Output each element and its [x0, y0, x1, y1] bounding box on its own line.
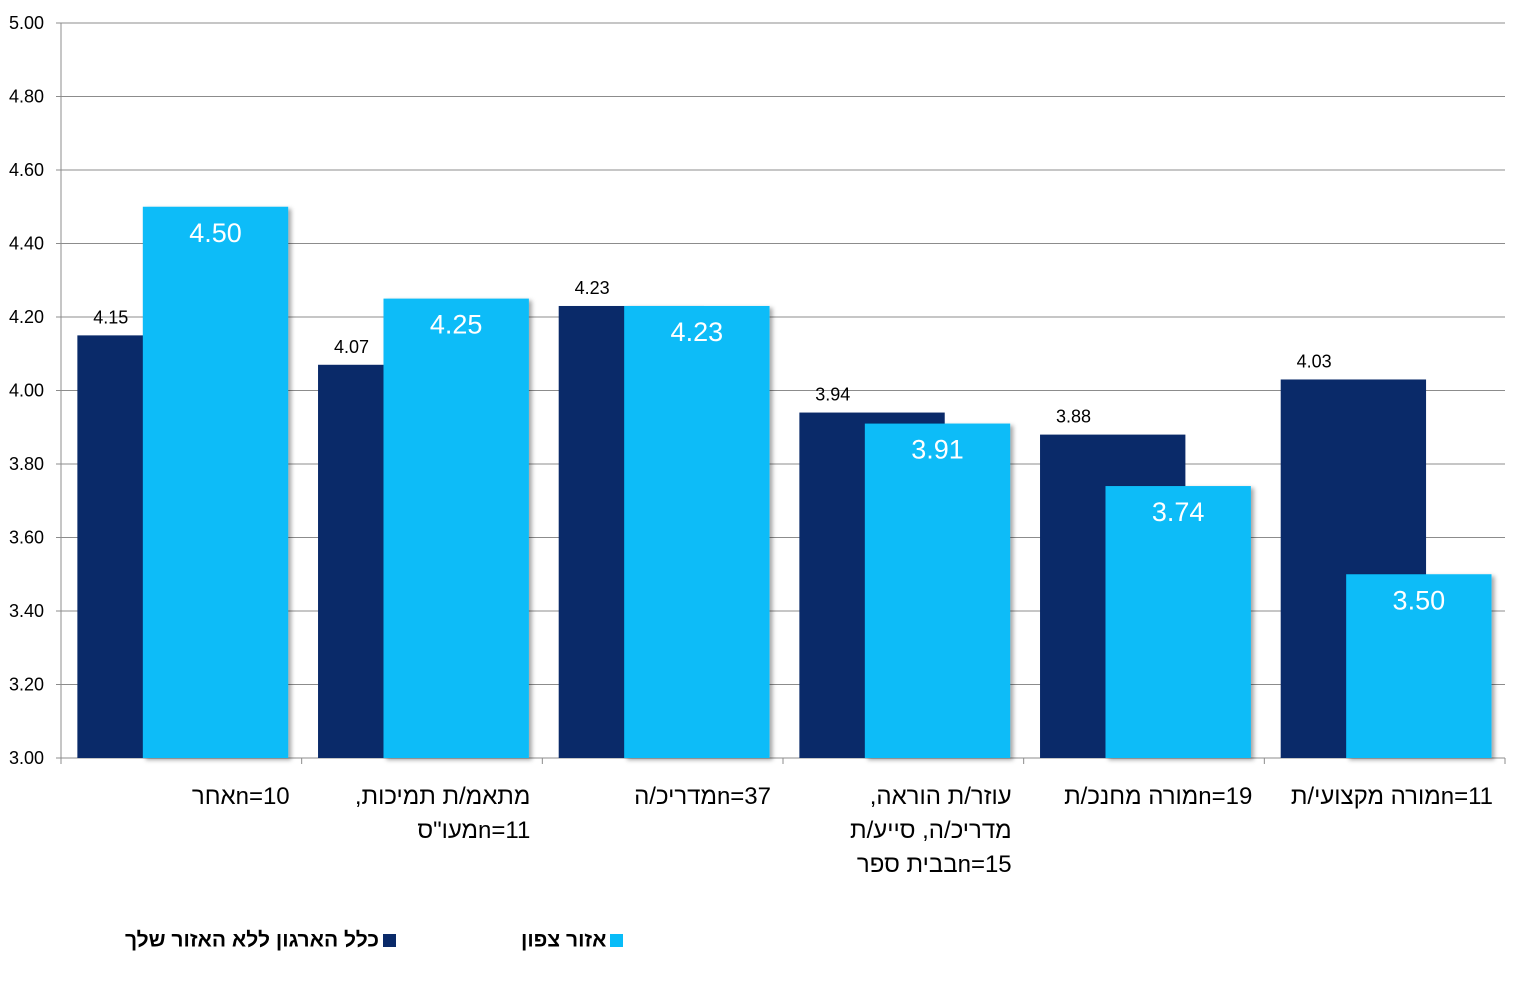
legend-swatch-series-1	[383, 933, 396, 947]
x-category-label: n=11מעו"ס	[417, 817, 530, 844]
data-label-series-1: 3.88	[1056, 407, 1091, 427]
x-category-label: n=37מדריכ/ה	[634, 783, 771, 810]
data-label-series-1: 4.03	[1297, 351, 1332, 371]
legend-item-series-2: אזור צפון	[521, 928, 624, 952]
data-label-series-1: 4.15	[93, 307, 128, 327]
y-tick-label: 4.00	[9, 381, 44, 401]
x-category-label: n=19מורה מחנכ/ת	[1064, 783, 1252, 810]
x-category-label: n=11מורה מקצועי/ת	[1291, 783, 1493, 810]
bar-series-2	[1346, 574, 1492, 758]
data-label-series-2: 3.50	[1393, 585, 1446, 615]
y-tick-label: 4.60	[9, 160, 44, 180]
data-label-series-2: 3.91	[911, 435, 964, 465]
data-label-series-2: 3.74	[1152, 497, 1205, 527]
x-category-label: מדריכ/ה, סייע/ת	[850, 817, 1012, 844]
y-tick-label: 5.00	[9, 13, 44, 33]
x-category-label: מתאמ/ת תמיכות,	[355, 783, 530, 810]
data-label-series-2: 4.25	[430, 310, 483, 340]
y-tick-label: 3.80	[9, 454, 44, 474]
y-tick-label: 3.40	[9, 601, 44, 621]
bar-series-2	[864, 423, 1011, 758]
legend-label-series-2: אזור צפון	[521, 928, 607, 952]
x-category-label: n=15בבית ספר	[857, 851, 1012, 878]
legend-item-series-1: כלל הארגון ללא האזור שלך	[125, 928, 396, 952]
data-label-series-2: 4.50	[189, 218, 242, 248]
y-tick-label: 3.00	[9, 748, 44, 768]
y-tick-label: 3.20	[9, 675, 44, 695]
y-tick-label: 4.20	[9, 307, 44, 327]
x-category-label: n=10אחר	[192, 783, 290, 810]
bar-series-2	[624, 305, 770, 758]
legend-label-series-1: כלל הארגון ללא האזור שלך	[125, 928, 379, 952]
data-label-series-1: 4.23	[575, 278, 610, 298]
y-tick-label: 4.80	[9, 87, 44, 107]
bar-series-2	[1105, 486, 1251, 758]
bar-series-2	[383, 298, 529, 758]
data-label-series-1: 4.07	[334, 337, 369, 357]
x-category-label: עוזר/ת הוראה,	[870, 783, 1012, 810]
y-tick-label: 4.40	[9, 234, 44, 254]
bar-series-2	[142, 206, 289, 758]
data-label-series-1: 3.94	[815, 385, 850, 405]
y-tick-label: 3.60	[9, 528, 44, 548]
legend-swatch-series-2	[610, 933, 624, 947]
data-label-series-2: 4.23	[671, 317, 724, 347]
